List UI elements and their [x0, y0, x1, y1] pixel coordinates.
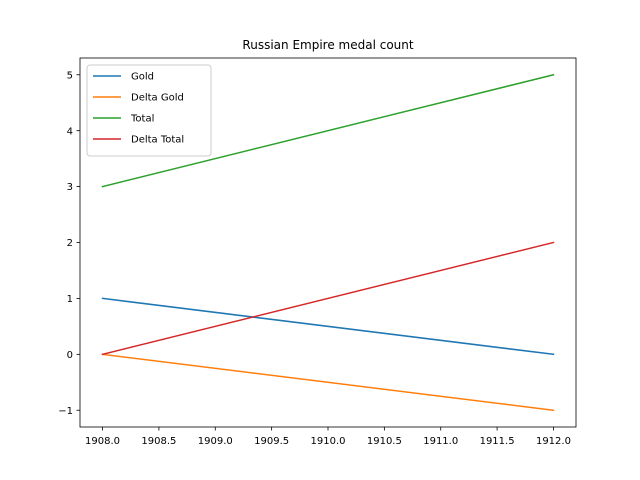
y-tick-label: 2 [67, 238, 73, 249]
y-tick-label: 4 [67, 126, 73, 137]
series-line-0 [101, 297, 555, 356]
y-tick-label: 1 [67, 294, 73, 305]
x-tick-label: 1911.0 [423, 436, 458, 447]
legend-label-1: Delta Gold [131, 93, 184, 104]
x-tick-label: 1908.5 [141, 436, 176, 447]
x-tick-label: 1909.0 [198, 436, 233, 447]
x-tick-label: 1910.5 [367, 436, 402, 447]
x-axis: 1908.0 1908.5 1909.0 1909.5 1910.0 1910.5 1911… [85, 427, 571, 447]
x-tick-label: 1912.0 [536, 436, 571, 447]
y-tick-label: 5 [67, 70, 73, 81]
series-layer [101, 73, 555, 412]
legend-box [86, 64, 212, 157]
series-line-2 [101, 73, 555, 188]
x-tick-label: 1908.0 [85, 436, 120, 447]
legend-label-2: Total [130, 114, 154, 125]
x-tick-label: 1909.5 [254, 436, 289, 447]
y-tick-label: −1 [58, 406, 73, 417]
x-tick-label: 1910.0 [311, 436, 346, 447]
series-line-3 [101, 241, 555, 356]
x-tick-label: 1911.5 [480, 436, 515, 447]
chart-title: Russian Empire medal count [242, 38, 413, 52]
plot-frame [79, 57, 577, 428]
series-line-1 [101, 353, 555, 412]
y-tick-label: 0 [67, 350, 73, 361]
legend-label-0: Gold [131, 72, 154, 83]
legend: Gold Delta Gold Total Delta Total [86, 64, 212, 157]
y-tick-label: 3 [67, 182, 73, 193]
legend-label-3: Delta Total [131, 135, 184, 146]
y-axis: −1 0 1 2 3 4 5 [58, 70, 80, 417]
